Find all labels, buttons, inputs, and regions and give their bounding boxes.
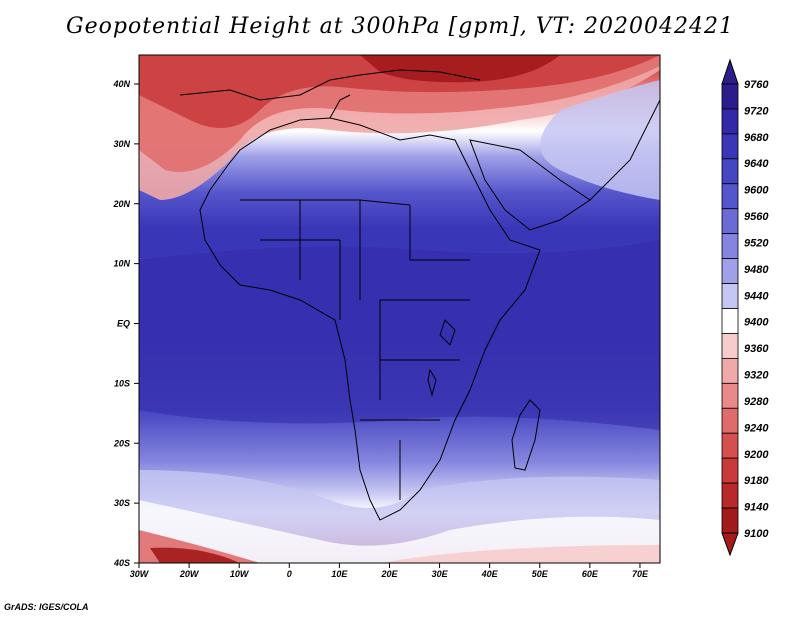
colorbar-swatch [721, 283, 739, 309]
latitude-axis: 40N 30N 20N 10N EQ 10S 20S 30S 40S [112, 79, 139, 568]
geopotential-field [139, 55, 660, 563]
colorbar-swatch [721, 133, 739, 160]
lon-tick-label: 70E [632, 569, 649, 579]
colorbar-label: 9600 [744, 185, 769, 197]
colorbar-swatch [721, 183, 739, 210]
colorbar-swatch [721, 333, 739, 359]
colorbar-label: 9400 [744, 317, 769, 329]
colorbar-label: 9720 [744, 105, 769, 117]
colorbar-label: 9320 [744, 370, 769, 382]
colorbar-swatch [721, 382, 739, 409]
colorbar-label: 9100 [744, 528, 769, 540]
colorbar-label: 9280 [744, 396, 769, 408]
lon-tick-label: 60E [582, 569, 599, 579]
footer-credit: GrADS: IGES/COLA [4, 602, 89, 612]
lon-tick-label: 50E [532, 569, 549, 579]
colorbar-label: 9640 [744, 158, 769, 170]
colorbar-swatch [721, 482, 739, 509]
colorbar-swatch [721, 233, 739, 260]
colorbar-swatch [721, 357, 739, 384]
lon-tick-label: 10W [230, 569, 250, 579]
lon-tick-label: 20W [179, 569, 200, 579]
colorbar-swatch [721, 432, 739, 459]
colorbar-swatch [721, 158, 739, 185]
lon-tick-label: 30W [130, 569, 150, 579]
colorbar-label: 9760 [744, 79, 769, 91]
map-title: Geopotential Height at 300hPa [gpm], VT:… [66, 14, 734, 39]
colorbar-label: 9140 [744, 502, 769, 514]
colorbar-top-arrow [721, 58, 739, 85]
lat-tick-label: 40N [112, 79, 130, 89]
colorbar-swatch [721, 457, 739, 484]
plot-frame [138, 54, 661, 564]
colorbar-label: 9200 [744, 449, 769, 461]
lat-tick-label: 40S [113, 558, 130, 568]
colorbar-label: 9480 [744, 264, 769, 276]
colorbar-swatch [721, 208, 739, 235]
lon-tick-label: 10E [331, 569, 348, 579]
colorbar-label: 9520 [744, 237, 769, 249]
colorbar-swatch [721, 308, 739, 334]
lon-tick-label: 40E [481, 569, 499, 579]
colorbar-swatch [721, 507, 739, 534]
lat-tick-label: 10S [114, 378, 130, 388]
lat-tick-label: 20S [113, 438, 130, 448]
colorbar-swatch [721, 108, 739, 135]
colorbar-swatch [721, 258, 739, 284]
colorbar-label: 9180 [744, 475, 769, 487]
lon-tick-label: 0 [287, 569, 292, 579]
lat-tick-label: 30N [113, 139, 130, 149]
colorbar-label: 9240 [744, 422, 769, 434]
colorbar-swatch [721, 83, 739, 110]
coastlines [179, 69, 660, 521]
lon-tick-label: 20E [380, 569, 398, 579]
colorbar-label: 9360 [744, 343, 769, 355]
colorbar-label: 9560 [744, 211, 769, 223]
lon-tick-label: 30E [432, 569, 449, 579]
lat-tick-label: EQ [117, 319, 130, 329]
lat-tick-label: 30S [114, 498, 130, 508]
longitude-axis: 30W 20W 10W 0 10E 20E 30E 40E 50E 60E 70E [130, 563, 649, 579]
colorbar-label: 9440 [744, 290, 769, 302]
lat-tick-label: 20N [112, 199, 130, 209]
colorbar-swatch [721, 407, 739, 434]
colorbar: 9760 9720 9680 9640 9600 9560 9520 9480 9440 9400… [721, 58, 769, 557]
colorbar-label: 9680 [744, 132, 769, 144]
colorbar-bottom-arrow [721, 532, 739, 557]
lat-tick-label: 10N [113, 259, 130, 269]
